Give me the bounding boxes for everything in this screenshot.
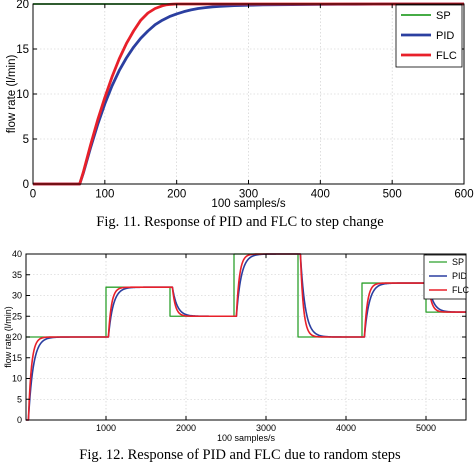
x-axis-label: 100 samples/s [211, 198, 285, 210]
y-tick-label: 25 [12, 311, 22, 321]
x-tick-label: 5000 [416, 423, 436, 433]
y-tick-label: 5 [17, 394, 22, 404]
y-axis-label: flow rate (l/min) [6, 55, 18, 134]
y-tick-label: 15 [12, 353, 22, 363]
y-tick-label: 0 [23, 179, 29, 191]
y-tick-label: 5 [23, 134, 29, 146]
caption-fig11: Fig. 11. Response of PID and FLC to step… [96, 214, 383, 230]
x-tick-label: 0 [30, 189, 36, 201]
y-tick-label: 40 [12, 249, 22, 259]
y-tick-label: 15 [16, 44, 29, 56]
chart-fig11: 0 100 200 300 400 500 600 0 5 10 15 20 100 samples/s… [6, 0, 474, 210]
x-tick-label: 500 [383, 189, 402, 201]
y-tick-label: 10 [12, 374, 22, 384]
x-tick-label: 4000 [336, 423, 356, 433]
y-axis-label: flow rate (l/min) [3, 306, 13, 368]
series-line-sp [26, 253, 466, 338]
legend-label-flc: FLC [436, 50, 457, 62]
x-tick-label: 300 [239, 189, 258, 201]
legend-label-pid: PID [436, 30, 454, 42]
x-axis-label: 100 samples/s [217, 433, 276, 443]
y-tick-label: 10 [16, 89, 29, 101]
y-tick-label: 20 [12, 332, 22, 342]
y-tick-label: 30 [12, 291, 22, 301]
series-line-flc [26, 253, 466, 421]
chart-fig12: 1000 2000 3000 4000 5000 0 5 10 15 20 25 30 35 40 100 … [3, 249, 470, 443]
legend-label-sp: SP [436, 10, 451, 22]
x-tick-label: 600 [454, 189, 473, 201]
legend-label-pid: PID [452, 271, 468, 281]
x-tick-label: 1000 [96, 423, 116, 433]
y-tick-label: 20 [16, 0, 29, 11]
x-tick-label: 3000 [256, 423, 276, 433]
x-tick-label: 2000 [176, 423, 196, 433]
x-tick-label: 400 [311, 189, 330, 201]
y-tick-label: 0 [17, 415, 22, 425]
y-tick-label: 35 [12, 270, 22, 280]
x-tick-label: 200 [167, 189, 186, 201]
legend-label-flc: FLC [452, 285, 470, 295]
caption-fig12: Fig. 12. Response of PID and FLC due to … [79, 447, 401, 463]
legend-label-sp: SP [452, 257, 464, 267]
x-tick-label: 100 [95, 189, 114, 201]
